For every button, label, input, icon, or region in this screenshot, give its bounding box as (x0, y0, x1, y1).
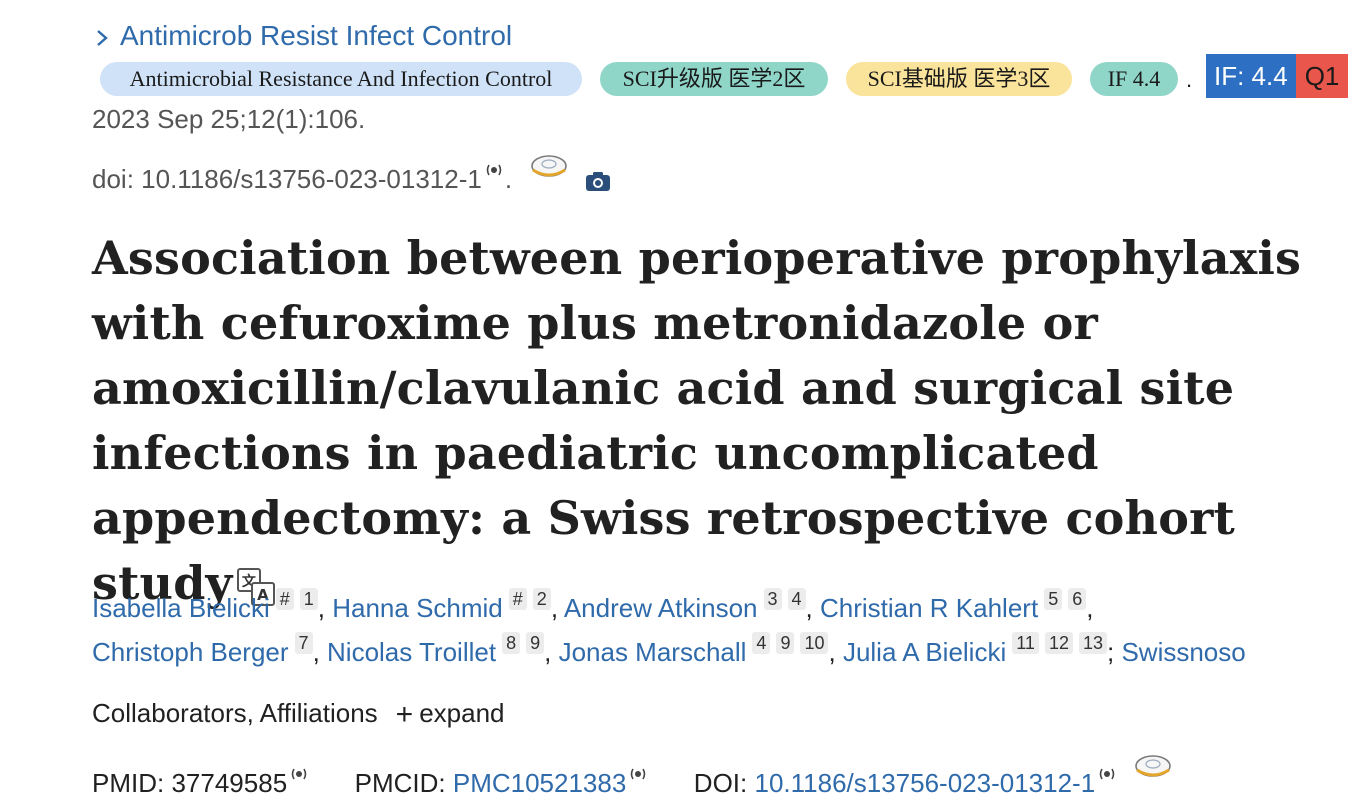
author-name-link[interactable]: Christoph Berger (92, 637, 289, 667)
author-list: Isabella Bielicki #1, Hanna Schmid #2, And… (92, 586, 1367, 674)
author-separator: , (828, 637, 843, 667)
citation-doi: doi: 10.1186/s13756-023-01312-1 . (92, 154, 611, 195)
affiliation-marker[interactable]: 9 (776, 632, 795, 655)
author-item: Christoph Berger 7, (92, 632, 328, 667)
author-separator: , (550, 593, 564, 623)
collaborators-row: Collaborators, Affiliations + expand (92, 698, 505, 732)
author-item: Andrew Atkinson 3 4, (563, 588, 820, 623)
affiliation-marker[interactable]: 3 (763, 588, 782, 611)
author-separator: , (1086, 593, 1094, 623)
author-item: Jonas Marschall 4 9 10, (558, 632, 843, 667)
author-item: Christian R Kahlert 5 6, (819, 588, 1094, 623)
affiliation-marker[interactable]: 1 (299, 588, 318, 611)
expand-plus-icon[interactable]: + (395, 698, 414, 731)
author-separator: , (805, 593, 820, 623)
author-name-link[interactable]: Nicolas Troillet (327, 637, 497, 667)
chevron-right-icon (97, 29, 108, 46)
affiliation-marker[interactable]: 6 (1068, 588, 1087, 611)
article-title: Association between perioperative prophy… (92, 226, 1362, 616)
camera-icon[interactable] (585, 170, 611, 192)
doi-label: DOI: (693, 768, 748, 798)
author-separator: , (317, 593, 333, 623)
sci-base-badge[interactable]: SCI基础版 医学3区 (846, 62, 1072, 96)
affiliation-marker[interactable]: 7 (294, 632, 313, 655)
if-value-label: IF: 4.4 (1206, 54, 1296, 98)
affiliation-marker[interactable]: 11 (1012, 632, 1039, 655)
affiliation-marker[interactable]: 9 (526, 632, 545, 655)
author-separator: , (544, 637, 559, 667)
affiliation-marker[interactable]: 12 (1044, 632, 1073, 655)
author-item: Nicolas Troillet 8 9, (327, 632, 559, 667)
impact-factor-badge[interactable]: IF 4.4 (1090, 62, 1178, 96)
citation-date: 2023 Sep 25;12(1):106. (92, 104, 366, 134)
author-name-link[interactable]: Swissnoso (1121, 637, 1246, 667)
author-item: Isabella Bielicki #1, (92, 588, 333, 623)
author-name-link[interactable]: Christian R Kahlert (819, 593, 1039, 623)
article-identifiers: PMID: 37749585 PMCID: PMC10521383 DOI: 1… (92, 754, 1173, 799)
pmid-label: PMID: (92, 768, 165, 798)
pmid-value: 37749585 (171, 768, 288, 798)
broadcast-icon[interactable] (1096, 766, 1118, 782)
if-quartile-box[interactable]: IF: 4.4 Q1 (1206, 54, 1349, 98)
author-separator: ; (1107, 637, 1122, 667)
author-item: Julia A Bielicki 11 12 13; (842, 632, 1122, 667)
author-name-link[interactable]: Hanna Schmid (332, 593, 503, 623)
expand-button[interactable]: expand (419, 698, 505, 728)
citation-doi-text: doi: 10.1186/s13756-023-01312-1 (92, 164, 482, 194)
sci-upgrade-badge[interactable]: SCI升级版 医学2区 (600, 62, 828, 96)
author-item: Hanna Schmid #2, (332, 588, 564, 623)
affiliation-marker[interactable]: 5 (1044, 588, 1063, 611)
author-separator: , (312, 637, 328, 667)
affiliation-marker[interactable]: 13 (1078, 632, 1107, 655)
author-name-link[interactable]: Julia A Bielicki (842, 637, 1007, 667)
badge-separator-dot: . (1186, 67, 1193, 92)
journal-logo-icon[interactable] (1133, 754, 1173, 782)
author-item: Swissnoso (1121, 637, 1245, 667)
quartile-label: Q1 (1295, 54, 1349, 98)
doi-link[interactable]: 10.1186/s13756-023-01312-1 (754, 768, 1096, 798)
journal-link-text[interactable]: Antimicrob Resist Infect Control (120, 20, 513, 51)
journal-logo-icon[interactable] (529, 154, 569, 182)
pmcid-label: PMCID: (354, 768, 446, 798)
affiliation-marker[interactable]: 4 (787, 588, 806, 611)
pmcid-link[interactable]: PMC10521383 (452, 768, 627, 798)
citation-doi-suffix: . (504, 164, 513, 194)
collaborators-affiliations-label: Collaborators, Affiliations (92, 698, 378, 728)
author-name-link[interactable]: Jonas Marschall (558, 637, 747, 667)
author-name-link[interactable]: Andrew Atkinson (563, 593, 758, 623)
author-name-link[interactable]: Isabella Bielicki (92, 593, 270, 623)
affiliation-marker[interactable]: # (275, 588, 294, 611)
affiliation-marker[interactable]: 8 (502, 632, 521, 655)
broadcast-icon[interactable] (288, 766, 310, 782)
translate-icon[interactable]: 文 A (236, 567, 276, 607)
journal-name-badge[interactable]: Antimicrobial Resistance And Infection C… (100, 62, 582, 96)
broadcast-icon[interactable] (483, 162, 505, 178)
broadcast-icon[interactable] (627, 766, 649, 782)
journal-link[interactable]: Antimicrob Resist Infect Control (92, 20, 512, 52)
affiliation-marker[interactable]: 10 (800, 632, 829, 655)
affiliation-marker[interactable]: 2 (532, 588, 551, 611)
affiliation-marker[interactable]: 4 (752, 632, 771, 655)
svg-text:A: A (258, 586, 270, 604)
affiliation-marker[interactable]: # (508, 588, 527, 611)
article-title-text: Association between perioperative prophy… (92, 231, 1302, 610)
